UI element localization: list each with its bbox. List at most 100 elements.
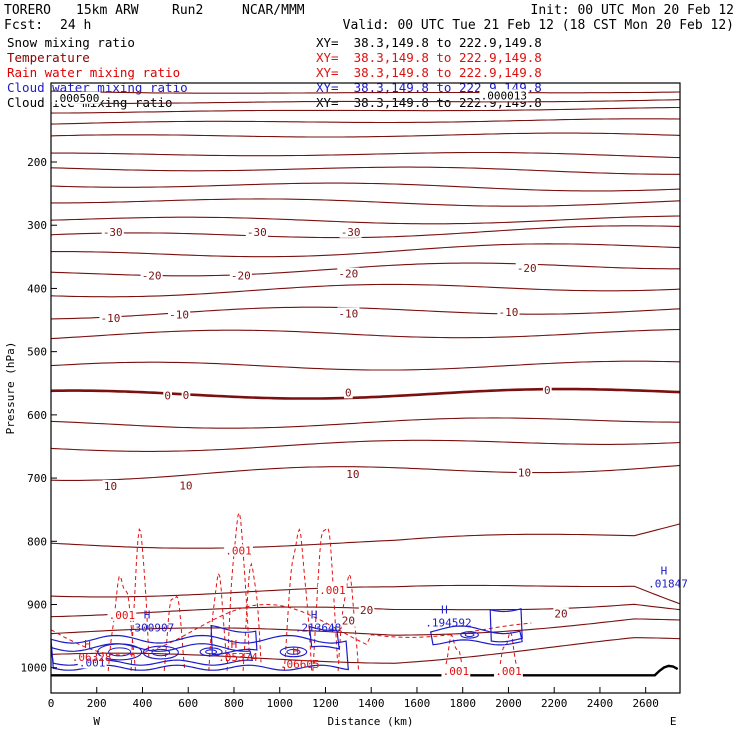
label-bg <box>181 388 191 401</box>
extremum-mark: H <box>231 638 238 651</box>
cloud-water-contour <box>151 648 171 657</box>
field-xy-range: XY= 38.3,149.8 to 222.9,149.8 <box>316 65 542 80</box>
label-bg <box>99 311 122 324</box>
cloud-water-contour <box>279 646 308 658</box>
label-bg <box>343 386 353 399</box>
x-tick-label: 1200 <box>312 697 339 710</box>
rain-label: .001 <box>319 584 346 597</box>
temperature-isotherm <box>50 132 681 138</box>
top-contour-label: .000500 <box>53 92 99 105</box>
model-name: TORERO <box>4 3 51 18</box>
west-label: W <box>93 715 100 728</box>
label-bg <box>479 89 529 102</box>
valid-time: Valid: 00 UTC Tue 21 Feb 12 (18 CST Mon … <box>342 18 734 33</box>
label-bg <box>317 584 347 597</box>
extremum-mark: H <box>292 645 299 658</box>
temperature-label: 0 <box>183 389 190 402</box>
rain-contour <box>226 511 250 671</box>
x-tick-label: 600 <box>178 697 198 710</box>
temperature-label: 20 <box>360 604 373 617</box>
extremum-value: .06605 <box>280 658 320 671</box>
label-bg <box>178 479 194 492</box>
cloud-water-contour <box>199 647 223 657</box>
cloud-water-contour <box>286 649 301 655</box>
cloud-water-contours <box>50 608 523 671</box>
cloud-water-contour <box>50 634 349 671</box>
rain-contour <box>50 603 532 656</box>
temperature-isotherm <box>51 243 681 258</box>
label-bg <box>224 544 253 557</box>
temperature-isotherm <box>50 618 681 636</box>
temperature-label: 10 <box>179 479 192 492</box>
label-bg <box>140 269 163 282</box>
extremum-value: .213648 <box>295 622 341 635</box>
label-bg <box>542 383 552 396</box>
x-tick-label: 2000 <box>495 697 522 710</box>
temperature-isotherm <box>50 99 681 104</box>
x-tick-label: 2200 <box>541 697 568 710</box>
label-bg <box>245 225 268 238</box>
label-bg <box>515 261 538 274</box>
label-bg <box>51 91 101 104</box>
cloud-water-label: .001 <box>79 656 106 669</box>
rain-contour <box>107 575 137 671</box>
extremum-value: .06328 <box>72 651 112 664</box>
y-tick-label: 700 <box>27 472 47 485</box>
label-bg <box>339 225 362 238</box>
temperature-label: 10 <box>346 468 359 481</box>
temperature-isotherm <box>50 306 681 320</box>
rain-contour <box>283 528 313 671</box>
cloud-water-contour <box>97 643 143 661</box>
x-tick-label: 1600 <box>404 697 431 710</box>
label-bg <box>553 607 569 620</box>
label-bg <box>102 479 119 492</box>
rain-contour <box>312 527 339 671</box>
label-bg <box>101 225 124 238</box>
temperature-label: -20 <box>338 268 358 281</box>
rain-water-contours <box>50 511 532 672</box>
x-tick-label: 1400 <box>358 697 385 710</box>
label-bg <box>494 665 523 678</box>
field-xy-range: XY= 38.3,149.8 to 222.9,149.8 <box>316 50 542 65</box>
temperature-label: -20 <box>517 262 537 275</box>
contour-labels: -30 -30 -30-20 -20 -20 -20-10 -10 -10 -100 0 0 010 1… <box>51 89 688 678</box>
cloud-water-contour <box>308 625 340 650</box>
label-bg <box>168 308 191 321</box>
temperature-isotherm <box>50 328 681 340</box>
x-tick-label: 800 <box>224 697 244 710</box>
temperature-isotherm <box>50 215 681 225</box>
y-tick-label: 600 <box>27 409 47 422</box>
x-axis-label: Distance (km) <box>327 715 413 728</box>
temperature-label: -20 <box>142 269 162 282</box>
cloud-water-contour <box>489 608 523 643</box>
temperature-label: 20 <box>342 615 355 628</box>
extremum-value: .01847 <box>648 577 688 590</box>
extremum-mark: H <box>311 609 318 622</box>
label-bg <box>163 389 173 402</box>
label-bg <box>516 466 533 479</box>
run-label: Run2 <box>172 3 204 18</box>
cloud-water-contour <box>460 631 479 639</box>
temperature-label: 10 <box>518 467 531 480</box>
cloud-water-contour <box>205 649 218 655</box>
temperature-label: 0 <box>345 386 352 399</box>
plot-border <box>50 82 681 694</box>
temperature-label: -10 <box>169 309 189 322</box>
temperature-label: -20 <box>231 269 251 282</box>
temperature-isotherm <box>50 166 680 175</box>
temperature-label: -30 <box>247 226 267 239</box>
field-name: Temperature <box>7 50 90 65</box>
cloud-water-contour <box>464 632 475 637</box>
y-tick-label: 1000 <box>21 662 48 675</box>
temperature-isotherm <box>50 417 680 429</box>
label-bg <box>497 306 520 319</box>
x-tick-label: 1000 <box>266 697 293 710</box>
rain-contour <box>163 595 186 671</box>
label-bg <box>441 665 471 678</box>
extremum-mark: H <box>84 638 91 651</box>
label-bg <box>229 269 252 282</box>
temperature-isotherm <box>50 118 681 125</box>
field-name: Cloud ice mixing ratio <box>7 95 173 110</box>
y-tick-label: 500 <box>27 346 47 359</box>
